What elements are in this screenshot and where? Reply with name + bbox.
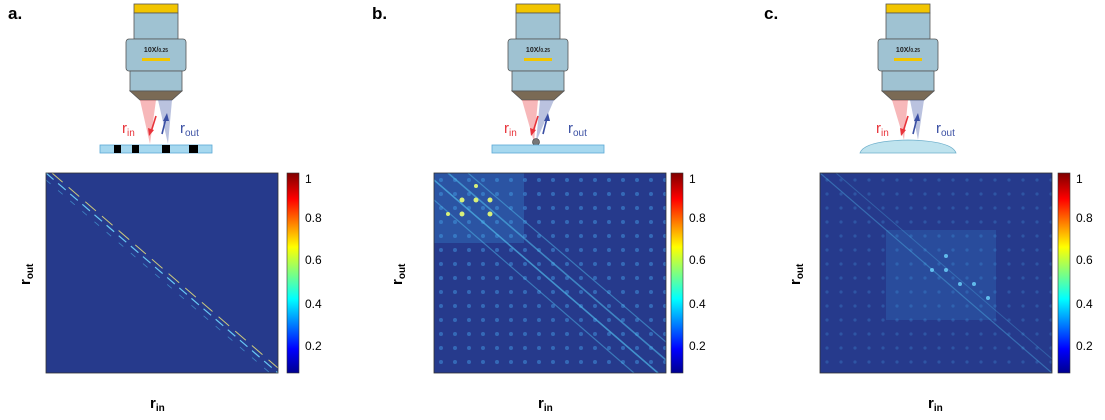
colorbar-tick: 0.2 — [689, 339, 706, 353]
beam-in-sub: in — [881, 128, 889, 139]
objective-icon: 10X/0.25 — [507, 3, 569, 101]
colorbar-tick: 0.6 — [1076, 253, 1093, 267]
in-beam — [140, 100, 156, 144]
x-axis-label: r — [928, 395, 934, 412]
beam-out-label: r — [936, 120, 941, 137]
svg-text:rin: rin — [150, 395, 165, 414]
in-beam — [892, 100, 908, 140]
sample-slide — [491, 144, 605, 154]
heatmap: 1 0.8 0.6 0.4 0.2 rout rin — [17, 172, 322, 414]
objective-label: 10X/ — [144, 47, 158, 54]
x-axis-sub: in — [934, 403, 943, 414]
objective-icon: 10X/0.25 — [125, 3, 187, 101]
colorbar-tick: 0.4 — [305, 297, 322, 311]
colorbar-tick: 0.6 — [305, 253, 322, 267]
colorbar-tick: 0.4 — [1076, 297, 1093, 311]
colorbar-tick: 0.8 — [689, 211, 706, 225]
svg-text:rin: rin — [122, 120, 135, 139]
y-axis-sub: out — [795, 263, 806, 279]
svg-text:10X/0.25: 10X/0.25 — [896, 47, 920, 54]
colorbar-tick: 0.2 — [305, 339, 322, 353]
sample-slide — [99, 144, 213, 154]
colorbar-tick: 1 — [305, 172, 312, 186]
objective-diagram: 10X/0.25 rin rout — [859, 3, 957, 154]
beam-out-sub: out — [185, 128, 199, 139]
colorbar — [670, 172, 684, 374]
svg-text:rout: rout — [180, 120, 199, 139]
sample-slide — [859, 139, 957, 154]
colorbar-tick: 1 — [689, 172, 696, 186]
x-axis-label: r — [538, 395, 544, 412]
beam-out-label: r — [180, 120, 185, 137]
y-axis-sub: out — [397, 263, 408, 279]
colorbar-tick: 0.8 — [305, 211, 322, 225]
y-axis-label: r — [389, 279, 406, 285]
panel-b: b. 10X/0.25 rin rout — [368, 0, 736, 417]
x-axis-sub: in — [156, 403, 165, 414]
panel-c: c. 10X/0.25 rin rout — [736, 0, 1104, 417]
svg-text:10X/0.25: 10X/0.25 — [526, 47, 550, 54]
beam-in-label: r — [504, 120, 509, 137]
svg-text:rin: rin — [876, 120, 889, 139]
x-axis-sub: in — [544, 403, 553, 414]
colorbar-tick: 1 — [1076, 172, 1083, 186]
colorbar-tick: 0.8 — [1076, 211, 1093, 225]
colorbar — [286, 172, 300, 374]
y-axis-sub: out — [25, 263, 36, 279]
beam-out-label: r — [568, 120, 573, 137]
y-axis-label: r — [17, 279, 34, 285]
bead — [532, 138, 540, 146]
colorbar-tick: 0.4 — [689, 297, 706, 311]
objective-label: 10X/ — [896, 47, 910, 54]
beam-in-label: r — [876, 120, 881, 137]
svg-text:rin: rin — [504, 120, 517, 139]
panel-label: c. — [764, 4, 779, 23]
y-axis-label: r — [787, 279, 804, 285]
objective-label: 10X/ — [526, 47, 540, 54]
objective-diagram: 10X/0.25 rin rout — [491, 3, 605, 154]
heatmap: 1 0.8 0.6 0.4 0.2 rout rin — [389, 172, 706, 414]
svg-text:rin: rin — [928, 395, 943, 414]
panel-label: a. — [8, 4, 23, 23]
beam-in-sub: in — [509, 128, 517, 139]
svg-text:rout: rout — [389, 263, 408, 285]
svg-text:rout: rout — [936, 120, 955, 139]
beam-out-sub: out — [573, 128, 587, 139]
objective-label-sub: 0.25 — [910, 48, 920, 54]
beam-in-label: r — [122, 120, 127, 137]
heatmap: 1 0.8 0.6 0.4 0.2 rout rin — [787, 172, 1093, 414]
objective-diagram: 10X/0.25 rin rout — [99, 3, 213, 154]
colorbar — [1057, 172, 1071, 374]
svg-text:rout: rout — [17, 263, 36, 285]
svg-text:rout: rout — [568, 120, 587, 139]
x-axis-label: r — [150, 395, 156, 412]
colorbar-tick: 0.6 — [689, 253, 706, 267]
svg-text:rin: rin — [538, 395, 553, 414]
svg-text:rout: rout — [787, 263, 806, 285]
svg-text:10X/0.25: 10X/0.25 — [144, 47, 168, 54]
objective-label-sub: 0.25 — [158, 48, 168, 54]
objective-label-sub: 0.25 — [540, 48, 550, 54]
beam-in-sub: in — [127, 128, 135, 139]
beam-out-sub: out — [941, 128, 955, 139]
colorbar-tick: 0.2 — [1076, 339, 1093, 353]
panel-a: a. 10X/0.25 rin rout — [0, 0, 368, 417]
panel-label: b. — [372, 4, 388, 23]
objective-icon: 10X/0.25 — [877, 3, 939, 101]
